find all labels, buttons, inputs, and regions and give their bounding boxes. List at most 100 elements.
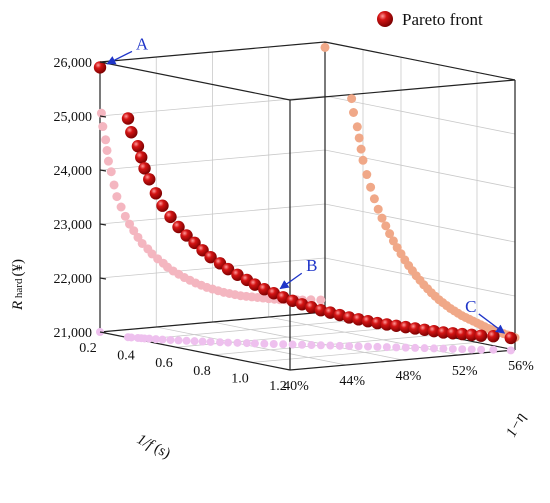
- legend: Pareto front: [377, 10, 483, 29]
- pareto-point: [135, 151, 148, 164]
- axis-box-edge: [289, 349, 516, 371]
- projection-point-floor: [242, 339, 251, 348]
- pareto-point: [258, 283, 271, 296]
- pareto-point: [504, 331, 517, 345]
- projection-point-floor: [373, 342, 382, 351]
- z-tick-mark: [99, 223, 107, 226]
- projection-point-xz: [366, 182, 376, 192]
- projection-point-yz: [103, 156, 113, 166]
- z-tick-label: 26,000: [54, 56, 93, 71]
- projection-point-yz: [316, 295, 326, 305]
- projection-point-yz: [102, 145, 112, 155]
- projection-point-floor: [307, 341, 316, 350]
- axis-box-edge: [324, 41, 516, 81]
- projection-point-floor: [354, 342, 363, 351]
- annotation-label: A: [136, 34, 149, 53]
- projection-point-floor: [429, 344, 438, 353]
- projection-point-floor: [439, 344, 448, 353]
- projection-point-xz: [349, 108, 358, 117]
- y-tick-label: 48%: [396, 369, 422, 384]
- projection-point-floor: [174, 336, 183, 345]
- projection-point-floor: [250, 339, 259, 348]
- projection-point-xz: [373, 204, 383, 214]
- annotation-arrow: [279, 272, 303, 290]
- projection-point-floor: [260, 339, 269, 348]
- projection-point-floor: [448, 344, 457, 353]
- z-tick-mark: [99, 61, 107, 64]
- grid-line: [156, 326, 347, 366]
- pareto-point: [172, 220, 185, 234]
- pareto-point: [231, 268, 244, 281]
- axis-box-edge: [99, 311, 326, 333]
- axis-box-edge: [99, 61, 291, 101]
- projection-point-xz: [377, 213, 387, 223]
- projection-point-xz: [347, 94, 357, 104]
- pareto-point: [149, 187, 163, 200]
- projection-point-floor: [127, 333, 136, 342]
- projection-point-floor: [224, 338, 233, 347]
- z-tick-label: 22,000: [54, 272, 93, 287]
- projection-point-floor: [345, 342, 354, 351]
- projection-point-floor: [382, 343, 391, 352]
- projection-point-floor: [151, 335, 160, 344]
- projection-point-xz: [354, 133, 364, 143]
- projection-point-floor: [489, 345, 498, 354]
- projection-point-yz: [125, 219, 135, 229]
- projection-point-floor: [298, 340, 307, 349]
- axis-box-edge: [289, 79, 516, 101]
- projection-point-floor: [182, 336, 191, 345]
- projection-point-floor: [420, 344, 429, 353]
- projection-point-xz: [388, 236, 398, 246]
- pareto-point: [437, 326, 450, 339]
- projection-point-floor: [233, 338, 242, 347]
- projection-point-floor: [335, 341, 344, 350]
- annotation-arrow: [478, 313, 506, 334]
- pareto-point: [204, 250, 217, 264]
- pareto-point: [446, 327, 460, 340]
- pareto-point: [342, 311, 356, 324]
- grid-line: [99, 149, 326, 171]
- z-axis-title: R hard(¥): [10, 259, 26, 311]
- projection-point-yz: [101, 135, 111, 145]
- pareto-point: [248, 278, 262, 291]
- legend-marker: [377, 11, 393, 27]
- projection-point-yz: [96, 108, 106, 118]
- annotation-arrow: [106, 50, 133, 65]
- grid-line: [99, 257, 326, 279]
- pareto-point: [221, 262, 235, 276]
- z-tick-mark: [99, 115, 107, 118]
- projection-point-yz: [109, 180, 119, 190]
- projection-point-floor: [458, 345, 467, 354]
- pareto-points: [93, 61, 517, 345]
- pareto-point: [276, 291, 290, 304]
- x-axis-title: 1/f (s): [134, 431, 173, 462]
- grid-line: [324, 95, 516, 135]
- x-tick-label: 0.4: [117, 349, 135, 364]
- pareto-point: [380, 318, 394, 331]
- grid-line: [212, 321, 403, 361]
- z-tick-label: 23,000: [54, 218, 93, 233]
- pareto-point: [474, 329, 488, 342]
- pareto-point: [371, 316, 384, 330]
- y-tick-label: 40%: [283, 379, 309, 394]
- projection-point-yz: [106, 167, 116, 177]
- y-tick-label: 44%: [339, 374, 365, 389]
- annotations: A B C: [106, 34, 506, 334]
- pareto-point: [465, 328, 478, 342]
- grid-line: [99, 203, 326, 225]
- y-axis-title: 1−η: [503, 410, 529, 440]
- x-tick-label: 0.6: [155, 356, 173, 371]
- annotation-label: B: [306, 256, 317, 275]
- projection-point-floor: [506, 346, 515, 355]
- pareto-point: [121, 112, 135, 125]
- pareto-point: [286, 294, 299, 307]
- projection-point-floor: [392, 343, 401, 352]
- projection-point-xz: [320, 42, 330, 52]
- projection-point-yz: [116, 202, 126, 212]
- x-tick-label: 0.2: [79, 341, 97, 356]
- pareto-point: [390, 319, 403, 332]
- pareto-point: [164, 210, 177, 224]
- projection-point-xz: [385, 229, 395, 239]
- projection-point-xz: [362, 170, 372, 180]
- z-tick-label: 21,000: [54, 326, 93, 341]
